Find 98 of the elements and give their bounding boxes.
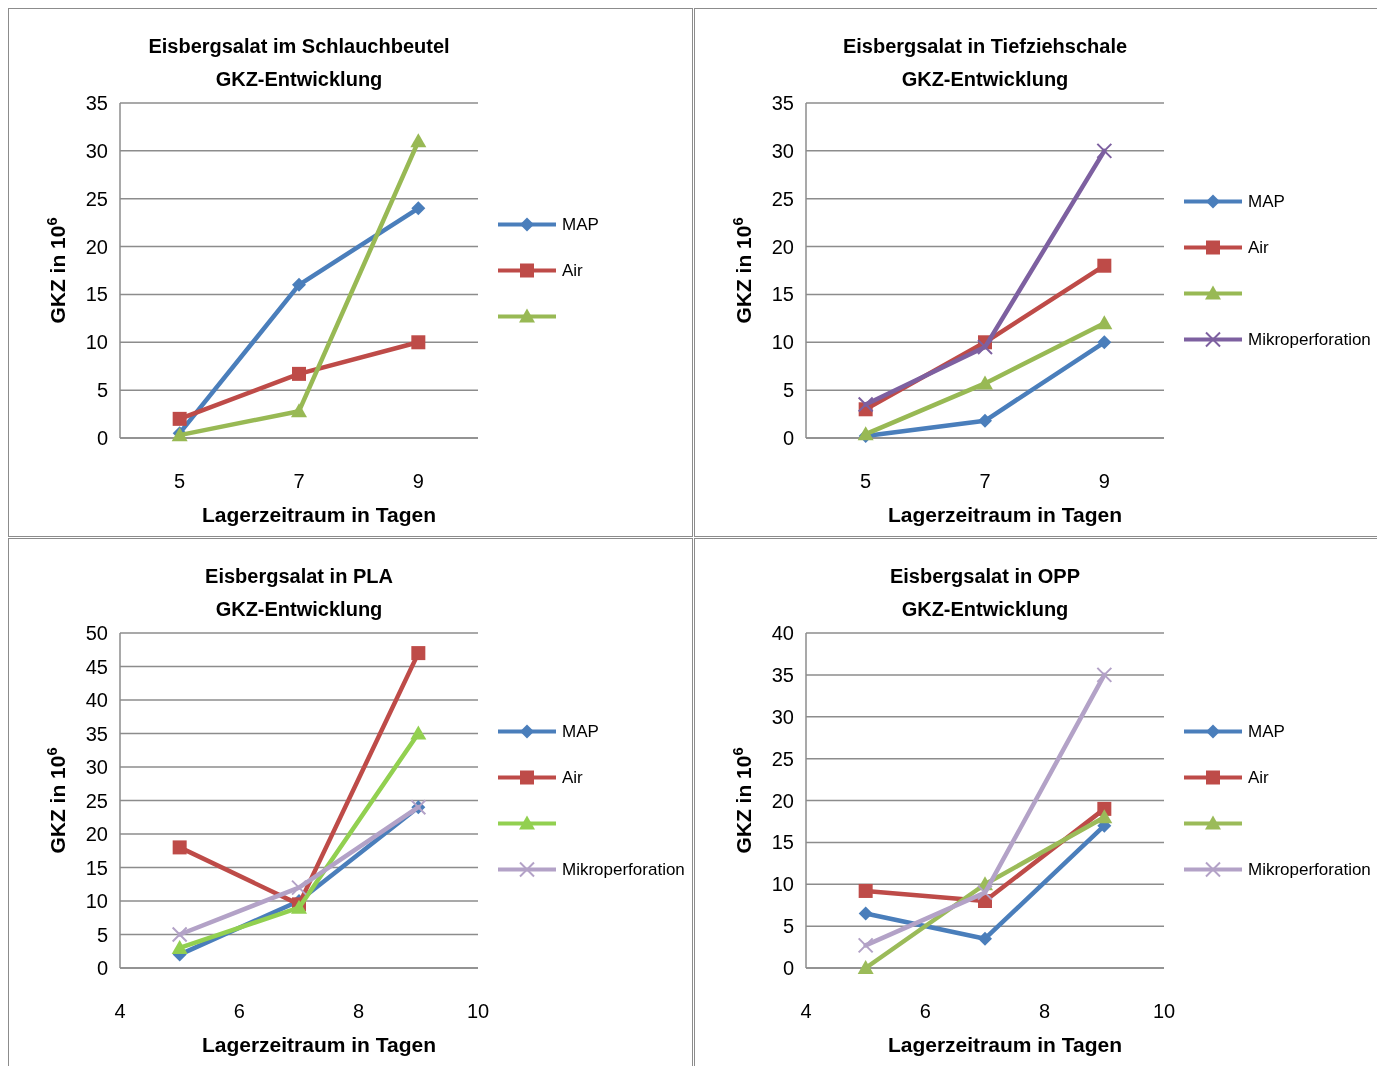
y-tick-label: 5 bbox=[782, 915, 794, 938]
y-tick-label: 40 bbox=[85, 689, 108, 711]
point bbox=[858, 906, 873, 921]
point bbox=[172, 840, 187, 855]
point bbox=[292, 366, 306, 381]
y-tick-label: 10 bbox=[85, 331, 108, 354]
legend-label: Air bbox=[562, 261, 584, 281]
y-tick-label: 35 bbox=[771, 92, 794, 114]
y-tick-label: 0 bbox=[96, 427, 108, 449]
x-axis-title: Lagerzeitraum in Tagen bbox=[201, 503, 437, 526]
y-tick-label: 5 bbox=[782, 379, 794, 402]
y-tick-label: 20 bbox=[771, 789, 794, 812]
legend-label: Mikroperforation bbox=[1248, 860, 1371, 880]
y-tick-label: 25 bbox=[85, 187, 108, 210]
point bbox=[1096, 315, 1113, 330]
y-tick-label: 15 bbox=[85, 856, 108, 879]
y-tick-label: 35 bbox=[85, 722, 108, 745]
x-tick-label: 6 bbox=[233, 1000, 245, 1022]
chart-title: Eisbergsalat in OPP GKZ-Entwicklung bbox=[889, 565, 1081, 620]
x-tick-label: 10 bbox=[1152, 1000, 1176, 1022]
y-tick-label: 35 bbox=[85, 92, 108, 114]
legend-label: MAP bbox=[1248, 192, 1285, 212]
point bbox=[1096, 142, 1113, 159]
x-axis-title: Lagerzeitraum in Tagen bbox=[201, 1033, 437, 1056]
y-tick-label: 30 bbox=[85, 139, 108, 162]
point bbox=[172, 411, 187, 426]
y-tick-label: 30 bbox=[771, 139, 794, 162]
y-tick-label: 0 bbox=[782, 427, 794, 449]
x-tick-label: 9 bbox=[412, 470, 424, 492]
y-tick-label: 25 bbox=[85, 789, 108, 812]
x-tick-label: 4 bbox=[800, 1000, 812, 1022]
y-tick-label: 20 bbox=[85, 235, 108, 258]
y-tick-label: 30 bbox=[85, 756, 108, 778]
y-tick-label: 5 bbox=[96, 923, 108, 946]
y-tick-label: 50 bbox=[85, 622, 108, 644]
point bbox=[292, 277, 306, 292]
legend-label: MAP bbox=[562, 722, 599, 742]
y-tick-label: 15 bbox=[771, 831, 794, 854]
point bbox=[857, 396, 874, 413]
x-tick-label: 5 bbox=[860, 470, 872, 492]
x-tick-label: 6 bbox=[919, 1000, 931, 1022]
x-axis-title: Lagerzeitraum in Tagen bbox=[887, 1033, 1123, 1056]
y-tick-label: 30 bbox=[771, 705, 794, 728]
point bbox=[410, 133, 427, 148]
legend-label: MAP bbox=[562, 215, 599, 235]
point bbox=[1096, 666, 1113, 683]
point bbox=[410, 725, 427, 740]
y-tick-label: 5 bbox=[96, 379, 108, 402]
x-tick-label: 8 bbox=[353, 1000, 365, 1022]
y-tick-label: 25 bbox=[771, 747, 794, 770]
point bbox=[857, 937, 874, 954]
point bbox=[171, 939, 188, 954]
chart-title: Eisbergsalat im Schlauchbeutel GKZ-Entwicklung bbox=[148, 35, 450, 90]
y-tick-label: 20 bbox=[85, 823, 108, 845]
y-tick-label: 35 bbox=[771, 663, 794, 686]
point bbox=[977, 339, 993, 356]
point bbox=[858, 883, 873, 898]
x-tick-label: 7 bbox=[979, 470, 991, 492]
y-tick-label: 0 bbox=[96, 957, 108, 979]
x-axis-title: Lagerzeitraum in Tagen bbox=[887, 503, 1123, 526]
y-tick-label: 40 bbox=[771, 622, 794, 644]
x-tick-label: 4 bbox=[114, 1000, 126, 1022]
point bbox=[978, 413, 992, 428]
legend-label: MAP bbox=[1248, 722, 1285, 742]
chart-title: Eisbergsalat in PLA GKZ-Entwicklung bbox=[205, 565, 393, 620]
point bbox=[411, 201, 426, 216]
y-tick-label: 15 bbox=[85, 283, 108, 306]
point bbox=[977, 375, 993, 390]
legend-label: Air bbox=[562, 768, 584, 788]
point bbox=[1097, 335, 1112, 350]
y-tick-label: 10 bbox=[85, 890, 108, 912]
x-tick-label: 10 bbox=[466, 1000, 490, 1022]
point bbox=[291, 879, 307, 896]
x-tick-label: 8 bbox=[1039, 1000, 1051, 1022]
point bbox=[1096, 809, 1113, 824]
legend-label: Mikroperforation bbox=[562, 860, 685, 880]
y-tick-label: 10 bbox=[771, 331, 794, 354]
point bbox=[291, 403, 307, 418]
point bbox=[1097, 258, 1112, 273]
x-tick-label: 5 bbox=[174, 470, 186, 492]
y-tick-label: 25 bbox=[771, 187, 794, 210]
legend-label: Air bbox=[1248, 768, 1270, 788]
y-tick-label: 20 bbox=[771, 235, 794, 258]
point bbox=[977, 884, 993, 901]
legend-label: Mikroperforation bbox=[1248, 330, 1371, 350]
point bbox=[857, 960, 874, 974]
y-tick-label: 45 bbox=[85, 655, 108, 678]
legend-label: Air bbox=[1248, 238, 1270, 258]
point bbox=[411, 335, 426, 350]
y-tick-label: 15 bbox=[771, 283, 794, 306]
point bbox=[171, 926, 188, 943]
y-tick-label: 0 bbox=[782, 957, 794, 979]
y-tick-label: 10 bbox=[771, 873, 794, 896]
point bbox=[411, 646, 426, 661]
point bbox=[978, 931, 992, 946]
x-tick-label: 7 bbox=[293, 470, 305, 492]
x-tick-label: 9 bbox=[1098, 470, 1110, 492]
chart-title: Eisbergsalat in Tiefziehschale GKZ-Entwicklung bbox=[842, 35, 1128, 90]
